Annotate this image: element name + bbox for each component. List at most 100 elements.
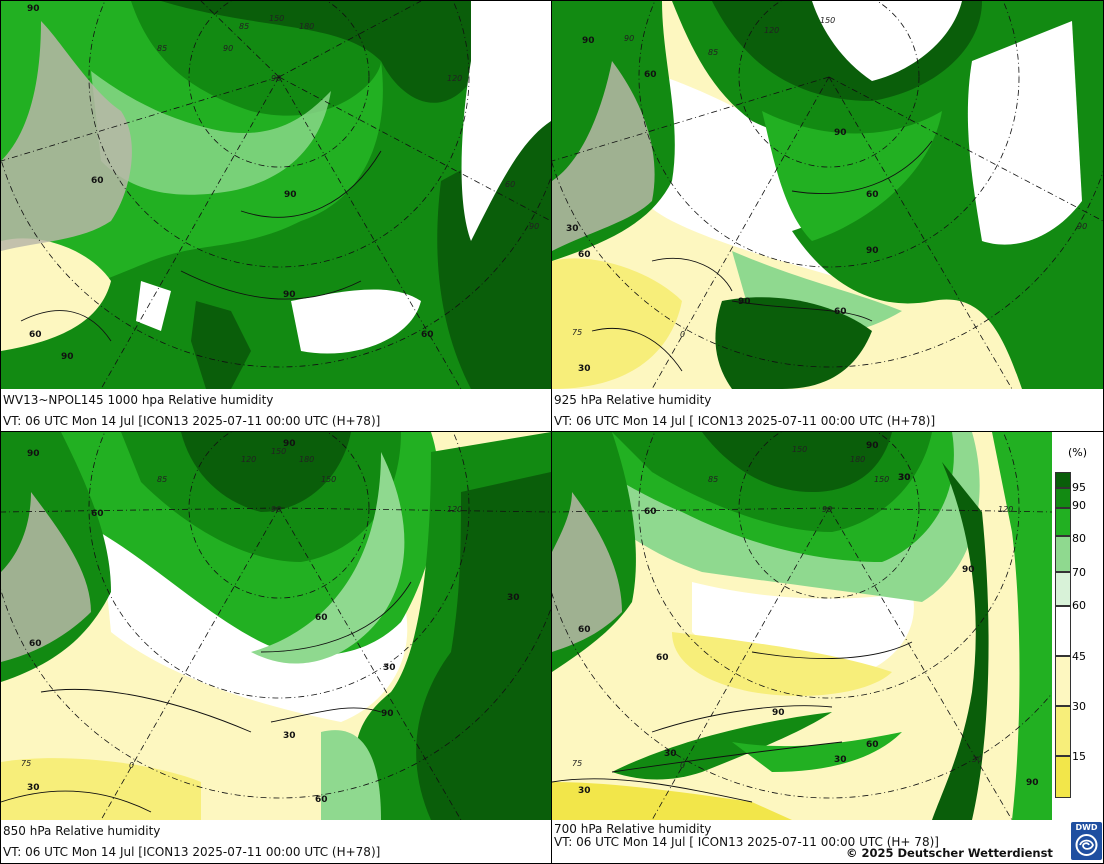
- graticule-label: 0: [680, 761, 685, 770]
- graticule-label: 0: [680, 330, 685, 339]
- field-rh70-arc: [251, 452, 405, 664]
- contour-label: 30: [898, 473, 911, 483]
- contour-label: 90: [27, 4, 40, 14]
- field-missing-sw: [136, 281, 171, 331]
- contour-label: 30: [27, 783, 40, 793]
- field-missing-east: [967, 21, 1082, 245]
- graticule-label: 85: [157, 44, 167, 53]
- graticule-label: 85: [239, 22, 249, 31]
- land-greenland: [1, 21, 132, 251]
- contours: [552, 641, 913, 803]
- legend-label-15: 15: [1072, 750, 1086, 763]
- panel-caption-validtime: VT: 06 UTC Mon 14 Jul [ICON13 2025-07-11…: [3, 845, 381, 859]
- contour-label: 60: [866, 190, 879, 200]
- graticule-label: 90: [1077, 222, 1087, 231]
- contour-label: 60: [315, 795, 328, 805]
- legend-label-70: 70: [1072, 566, 1086, 579]
- contour-label: 90: [772, 708, 785, 718]
- contour-label: 60: [644, 70, 657, 80]
- field-rh95: [702, 432, 892, 492]
- field-dry-mid: [672, 632, 892, 696]
- land-greenland-ice: [552, 61, 655, 251]
- graticule-label: 90: [271, 74, 281, 83]
- contour-label: 90: [284, 190, 297, 200]
- field-rh95: [181, 432, 351, 512]
- field-rh95-east: [932, 462, 989, 820]
- contour-label: 60: [29, 330, 42, 340]
- contour-label: 90: [283, 439, 296, 449]
- land-greenland-ice: [1, 492, 91, 662]
- contour-label: 60: [644, 507, 657, 517]
- panel-925hpa: 90 60 90 60 90 60 90 60 30 30 120 150 90…: [551, 0, 1104, 432]
- field-dry: [1, 238, 111, 351]
- field-dry-sw: [552, 258, 682, 389]
- field-missing-east: [461, 1, 551, 241]
- dwd-logo-icon: [1075, 834, 1098, 856]
- map-700hpa: 90 60 30 60 60 90 90 60 30 30 30 90 30 1…: [552, 432, 1052, 820]
- field-rh95-east: [416, 472, 551, 820]
- contour-label: 60: [656, 653, 669, 663]
- graticule-label: 150: [271, 447, 286, 456]
- contours: [1, 581, 412, 813]
- graticule-label: 75: [572, 328, 582, 337]
- panel-caption-title: WV13~NPOL145 1000 hpa Relative humidity: [3, 393, 274, 407]
- graticule-label: 75: [572, 759, 582, 768]
- contour-label: 60: [91, 509, 104, 519]
- graticule-label: 90: [223, 44, 233, 53]
- graticule-label: 85: [708, 48, 718, 57]
- graticule-label: 90: [822, 505, 832, 514]
- field-dry-south: [1, 758, 201, 820]
- graticule-label: 90: [529, 222, 539, 231]
- panel-caption-validtime: VT: 06 UTC Mon 14 Jul [ICON13 2025-07-11…: [3, 414, 381, 428]
- field-rh70-south: [321, 730, 381, 820]
- dwd-logo-text: DWD: [1075, 823, 1098, 832]
- map-1000hpa: 90 90 90 60 60 90 60 150 180 120 90 85 9…: [1, 1, 551, 389]
- dwd-logo: DWD: [1071, 822, 1102, 860]
- field-rh80-band: [732, 732, 902, 772]
- graticule-label: 150: [321, 475, 336, 484]
- contour-label: 30: [507, 593, 520, 603]
- contour-label: 30: [578, 364, 591, 374]
- contour-label: 90: [582, 36, 595, 46]
- panel-1000hpa: 90 90 90 60 60 90 60 150 180 120 90 85 9…: [0, 0, 552, 432]
- graticule: [552, 432, 1052, 820]
- graticule-label: 150: [874, 475, 889, 484]
- graticule-label: 85: [708, 475, 718, 484]
- graticule: [1, 432, 551, 820]
- graticule-label: 120: [998, 505, 1013, 514]
- panel-caption-title: 850 hPa Relative humidity: [3, 824, 161, 838]
- contour-label: 30: [898, 473, 911, 483]
- panel-850hpa: 90 90 60 60 90 30 30 60 30 60 30 120 150…: [0, 431, 552, 864]
- contour-label: 60: [29, 639, 42, 649]
- legend-unit: (%): [1068, 446, 1088, 459]
- contour-label: 60: [578, 250, 591, 260]
- contour-label: 30: [383, 663, 396, 673]
- graticule-label: 120: [241, 455, 256, 464]
- contour-label: 90: [61, 352, 74, 362]
- field-rh80: [762, 111, 942, 241]
- legend-swatch-70: [1055, 536, 1071, 572]
- contour-label: 90: [962, 565, 975, 575]
- legend-swatch-60: [1055, 572, 1071, 606]
- panel-caption-validtime: VT: 06 UTC Mon 14 Jul [ ICON13 2025-07-1…: [554, 414, 936, 428]
- contour-label: 60: [421, 330, 434, 340]
- field-rh90-band: [612, 712, 832, 780]
- graticule-label: 150: [792, 445, 807, 454]
- contour-label: 60: [866, 740, 879, 750]
- contour-label: 30: [566, 224, 579, 234]
- legend-label-95: 95: [1072, 481, 1086, 494]
- panel-700hpa: 90 60 30 60 60 90 90 60 30 30 30 90 30 1…: [551, 431, 1104, 864]
- contour-label: 90: [866, 441, 879, 451]
- contour-label: 90: [866, 246, 879, 256]
- contour-label: 90: [738, 297, 751, 307]
- field-rh70: [91, 71, 331, 195]
- legend-label-30: 30: [1072, 700, 1086, 713]
- graticule-label: 120: [764, 26, 779, 35]
- graticule-label: 60: [505, 180, 515, 189]
- contour-label: 30: [664, 749, 677, 759]
- legend-label-45: 45: [1072, 650, 1086, 663]
- legend-label-90: 90: [1072, 499, 1086, 512]
- graticule-label: 85: [157, 475, 167, 484]
- field-missing-north: [812, 1, 962, 81]
- land-greenland-ice: [552, 492, 622, 652]
